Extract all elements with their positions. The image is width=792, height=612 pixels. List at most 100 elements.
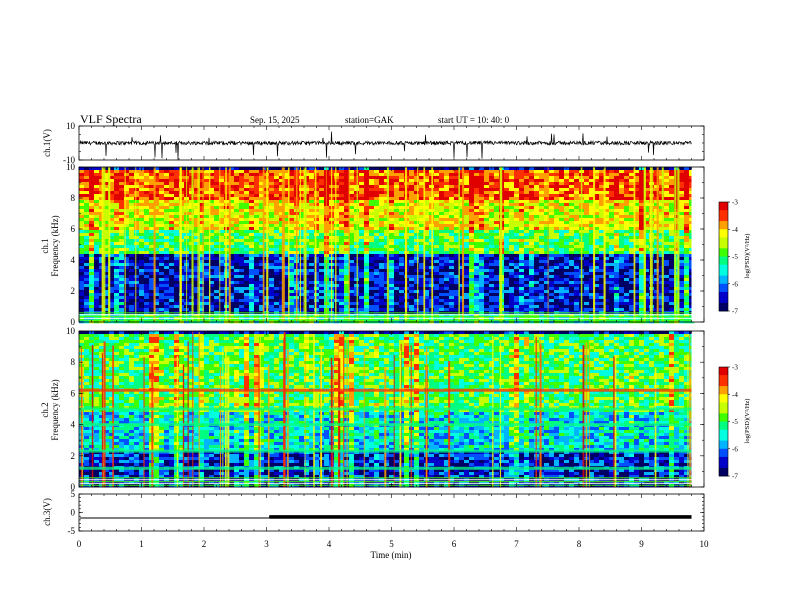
spectrogram-cell (384, 212, 390, 216)
spectrogram-cell (314, 254, 320, 258)
spectrogram-cell (399, 275, 405, 279)
spectrogram-cell (249, 173, 255, 177)
spectrogram-cell (534, 227, 540, 231)
spectrogram-cell (149, 188, 155, 192)
spectrogram-cell (114, 230, 120, 234)
spectrogram-cell (114, 218, 120, 222)
spectrogram-cell (334, 308, 340, 312)
spectrogram-cell (84, 203, 90, 207)
spectrogram-cell (534, 209, 540, 213)
spectrogram-cell (319, 305, 325, 309)
spectrogram-cell (209, 245, 215, 249)
spectrogram-cell (194, 212, 200, 216)
spectrogram-cell (459, 248, 465, 252)
spectrogram-cell (419, 281, 425, 285)
spectrogram-cell (529, 176, 535, 180)
spectrogram-cell (219, 263, 225, 267)
spectrogram-cell (369, 302, 375, 306)
spectrogram-cell (424, 200, 430, 204)
spectrogram-cell (474, 275, 480, 279)
spectrogram-cell (289, 206, 295, 210)
spectrogram-cell (169, 167, 175, 171)
spectrogram-cell (299, 278, 305, 282)
spectrogram-cell (159, 242, 165, 246)
spectrogram-cell (319, 218, 325, 222)
spectrogram-cell (79, 269, 85, 273)
spectrogram-cell (479, 203, 485, 207)
spectrogram-cell (149, 230, 155, 234)
spectrogram-cell (174, 299, 180, 303)
spectrogram-cell (414, 260, 420, 264)
spectrogram-cell (109, 215, 115, 219)
spectrogram-cell (269, 242, 275, 246)
spectrogram-cell (374, 179, 380, 183)
spectrogram-cell (364, 245, 370, 249)
spectrogram-cell (434, 269, 440, 273)
spectrogram-cell (239, 245, 245, 249)
spectrogram-cell (339, 308, 345, 312)
spectrogram-cell (464, 233, 470, 237)
spectrogram-cell (489, 179, 495, 183)
spectrogram-cell (474, 179, 480, 183)
spectrogram-cell (544, 200, 550, 204)
spectrogram-cell (479, 170, 485, 174)
spectrogram-cell (279, 266, 285, 270)
spectrogram-cell (194, 257, 200, 261)
spectrogram-cell (409, 179, 415, 183)
spectrogram-cell (84, 242, 90, 246)
spectrogram-cell (509, 182, 515, 186)
spectrogram-cell (94, 251, 100, 255)
spectrogram-cell (159, 215, 165, 219)
spectrogram-cell (124, 227, 130, 231)
spectrogram-cell (484, 173, 490, 177)
spectrogram-cell (449, 314, 455, 318)
spectrogram-cell (394, 278, 400, 282)
spectrogram-cell (94, 308, 100, 312)
spectrogram-cell (279, 287, 285, 291)
spectrogram-cell (339, 296, 345, 300)
spectrogram-cell (409, 239, 415, 243)
spectrogram-cell (364, 251, 370, 255)
spectrogram-cell (444, 212, 450, 216)
spectrogram-cell (519, 197, 525, 201)
spectrogram-cell (209, 260, 215, 264)
spectrogram-cell (309, 230, 315, 234)
spectrogram-cell (129, 239, 135, 243)
spectrogram-cell (464, 209, 470, 213)
spectrogram-cell (164, 185, 170, 189)
spectrogram-cell (519, 200, 525, 204)
spectrogram-cell (464, 182, 470, 186)
spectrogram-cell (249, 299, 255, 303)
spectrogram-cell (229, 191, 235, 195)
spectrogram-cell (284, 185, 290, 189)
spectrogram-cell (424, 224, 430, 228)
spectrogram-cell (309, 188, 315, 192)
spectrogram-cell (229, 182, 235, 186)
spectrogram-cell (134, 299, 140, 303)
spectrogram-cell (434, 308, 440, 312)
spectrogram-cell (514, 230, 520, 234)
spectrogram-cell (139, 281, 145, 285)
spectrogram-cell (139, 215, 145, 219)
spectrogram-cell (484, 251, 490, 255)
spectrogram-cell (259, 302, 265, 306)
spectrogram-cell (509, 176, 515, 180)
spectrogram-cell (369, 191, 375, 195)
spectrogram-cell (479, 218, 485, 222)
spectrogram-cell (164, 188, 170, 192)
spectrogram-cell (149, 167, 155, 171)
spectrogram-cell (529, 281, 535, 285)
spectrogram-cell (334, 173, 340, 177)
spectrogram-cell (194, 230, 200, 234)
spectrogram-cell (214, 314, 220, 318)
spectrogram-cell (494, 212, 500, 216)
spectrogram-cell (109, 239, 115, 243)
spectrogram-cell (159, 260, 165, 264)
spectrogram-cell (484, 299, 490, 303)
spectrogram-cell (149, 248, 155, 252)
spectrogram-cell (239, 308, 245, 312)
spectrogram-cell (89, 179, 95, 183)
spectrogram-cell (379, 263, 385, 267)
spectrogram-cell (229, 167, 235, 171)
spectrogram-cell (509, 227, 515, 231)
